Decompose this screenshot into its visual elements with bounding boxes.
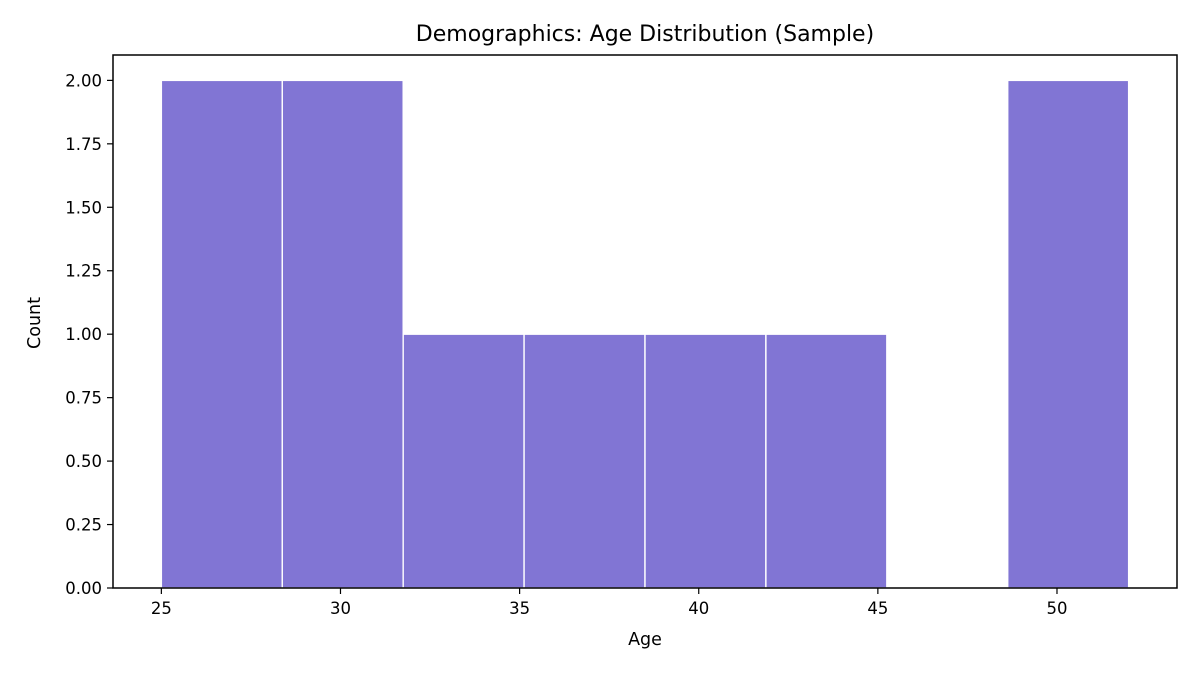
y-tick-label-8: 2.00 [65,71,102,90]
y-axis-ticks: 0.00 0.25 0.50 0.75 1.00 1.25 1.50 1.75 2.00 [65,71,113,598]
y-tick-label-3: 0.75 [65,389,102,408]
y-tick-label-2: 0.50 [65,452,102,471]
y-tick-label-7: 1.75 [65,135,102,154]
x-axis-ticks: 25 30 35 40 45 50 [151,588,1067,618]
axes-layer [112,54,1178,589]
histogram-bar-7 [1007,79,1130,589]
plot-frame [112,54,1178,589]
y-tick-label-4: 1.00 [65,325,102,344]
x-tick-label-45: 45 [867,599,888,618]
chart-title: Demographics: Age Distribution (Sample) [416,22,874,47]
bars-layer [160,79,1130,589]
y-tick-label-1: 0.25 [65,516,102,535]
histogram-bar-2 [402,333,525,589]
x-tick-label-30: 30 [330,599,351,618]
x-tick-label-25: 25 [151,599,172,618]
y-tick-label-0: 0.00 [65,579,102,598]
y-axis-label: Count [25,297,45,349]
histogram-bar-0 [160,79,283,589]
histogram-bar-5 [765,333,888,589]
x-tick-label-50: 50 [1046,599,1067,618]
x-tick-label-35: 35 [509,599,530,618]
histogram-bar-4 [644,333,767,589]
histogram-bar-3 [523,333,646,589]
x-tick-label-40: 40 [688,599,709,618]
y-tick-label-5: 1.25 [65,262,102,281]
y-tick-label-6: 1.50 [65,198,102,217]
x-axis-label: Age [628,630,662,650]
histogram-bar-1 [281,79,404,589]
